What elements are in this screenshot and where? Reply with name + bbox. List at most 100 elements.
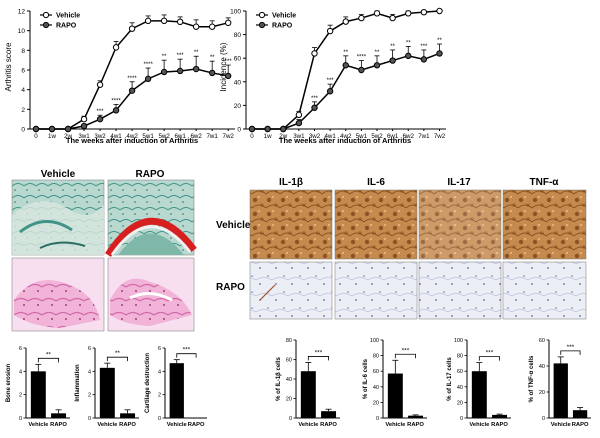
x-tick-label: 7w1: [418, 133, 430, 140]
ihc-row-label: RAPO: [216, 282, 245, 293]
bar-vehicle: [169, 363, 184, 418]
bar-rapo: [408, 415, 424, 418]
y-tick-label: 6: [19, 346, 22, 352]
significance-label: **: [406, 40, 411, 46]
data-point-rapo: [144, 75, 152, 83]
il17-cells-chart: 0 20 40 60 80 100 % of IL-17 cells Vehicle RAPO *…: [447, 338, 511, 428]
data-point-vehicle: [80, 115, 88, 123]
x-tick-label: RAPO: [119, 422, 136, 428]
ihc-image-il6-vehicle: [334, 189, 418, 260]
data-point-rapo: [264, 125, 271, 133]
data-point-rapo: [326, 88, 334, 95]
ihc-image-tnfa-rapo: [502, 261, 587, 320]
x-tick-label: 5w1: [142, 133, 154, 140]
x-tick-label: 0: [34, 133, 38, 140]
x-tick-label: RAPO: [407, 422, 424, 428]
significance-label: **: [437, 38, 442, 44]
data-point-vehicle: [436, 7, 443, 15]
legend-entry: RAPO: [272, 23, 293, 30]
data-point-vehicle: [389, 14, 396, 22]
significance-label: **: [375, 50, 380, 56]
y-tick-label: 20: [234, 103, 242, 110]
y-tick-label: 0: [21, 127, 25, 134]
x-tick-label: RAPO: [320, 422, 337, 428]
legend-marker: [42, 21, 50, 29]
data-point-rapo: [128, 87, 136, 94]
histology-panel: Vehicle RAPO: [11, 169, 197, 332]
legend-entry: Vehicle: [272, 13, 296, 20]
significance-label: ****: [143, 62, 153, 68]
y-tick-label: 2: [19, 393, 22, 399]
y-tick-label: 0: [237, 127, 241, 134]
cartilage-destruction-chart: 0 2 4 6 Cartilage destruction Vehicle RAPO ***: [145, 346, 207, 428]
ihc-column-label: IL-17: [447, 177, 471, 188]
bar-vehicle: [300, 371, 316, 418]
y-tick-label: 6: [21, 68, 25, 75]
y-tick-label: 0: [542, 416, 545, 422]
x-tick-label: 4w2: [340, 133, 352, 140]
data-point-vehicle: [420, 8, 428, 16]
data-point-rapo: [358, 66, 365, 74]
y-axis-label: % of IL-6 cells: [363, 358, 369, 399]
significance-label: ***: [183, 347, 191, 354]
y-tick-label: 40: [373, 385, 379, 391]
significance-label: **: [115, 350, 121, 357]
y-tick-label: 20: [373, 400, 379, 406]
y-tick-label: 0: [289, 416, 292, 422]
data-point-vehicle: [358, 14, 365, 22]
data-point-rapo: [420, 56, 428, 63]
data-point-rapo: [389, 57, 396, 64]
x-tick-label: 3w1: [78, 133, 90, 140]
bar-vehicle: [30, 371, 46, 418]
significance-label: ****: [357, 55, 367, 61]
data-point-rapo: [32, 125, 40, 133]
significance-label: ****: [127, 76, 137, 82]
legend-marker: [258, 21, 266, 29]
y-tick-label: 20: [539, 390, 545, 396]
bar-rapo: [120, 413, 136, 418]
y-tick-label: 8: [21, 48, 25, 55]
y-tick-label: 100: [454, 338, 463, 344]
bar-rapo: [492, 414, 508, 418]
significance-label: ***: [177, 53, 185, 59]
y-tick-label: 40: [539, 364, 545, 370]
ihc-image-il17-vehicle: [418, 189, 502, 260]
data-point-vehicle: [326, 27, 334, 35]
bar-rapo: [51, 413, 67, 418]
ihc-image-il6-rapo: [334, 261, 418, 320]
data-point-vehicle: [208, 23, 216, 30]
x-tick-label: 5w2: [371, 133, 383, 140]
x-tick-label: RAPO: [50, 422, 67, 428]
significance-label: ***: [327, 78, 335, 84]
ihc-column-label: IL-6: [367, 177, 385, 188]
x-tick-label: RAPO: [188, 422, 205, 428]
ihc-panel: IL-1β IL-6 IL-17 TNF-α Vehicle RAPO: [216, 177, 587, 320]
x-tick-label: Vehicle: [167, 422, 188, 428]
y-tick-label: 2: [21, 107, 25, 114]
data-point-rapo: [96, 115, 104, 123]
significance-label: **: [46, 351, 52, 358]
x-tick-label: Vehicle: [385, 422, 406, 428]
x-tick-label: Vehicle: [551, 422, 572, 428]
y-tick-label: 80: [373, 354, 379, 360]
x-tick-label: Vehicle: [298, 422, 319, 428]
y-tick-label: 80: [234, 32, 242, 39]
significance-label: **: [162, 54, 167, 60]
y-tick-label: 4: [21, 87, 25, 94]
data-point-vehicle: [342, 18, 349, 25]
data-point-vehicle: [176, 18, 184, 26]
y-tick-label: 40: [457, 385, 463, 391]
x-tick-label: 6w2: [190, 133, 202, 140]
significance-label: **: [390, 44, 395, 50]
data-point-vehicle: [405, 10, 412, 17]
bar-vehicle: [99, 367, 115, 418]
y-tick-label: 60: [539, 338, 545, 344]
x-tick-label: 0: [250, 133, 254, 140]
x-tick-label: 7w1: [206, 133, 218, 140]
x-tick-label: RAPO: [572, 422, 589, 428]
data-point-rapo: [295, 119, 303, 127]
data-point-vehicle: [311, 50, 318, 57]
il1b-cells-chart: 0 20 40 60 80 % of IL-1β cells Vehicle RAPO ***: [276, 338, 340, 428]
x-axis-label: The weeks after induction of Arthritis: [279, 136, 411, 145]
y-tick-label: 0: [19, 416, 22, 422]
